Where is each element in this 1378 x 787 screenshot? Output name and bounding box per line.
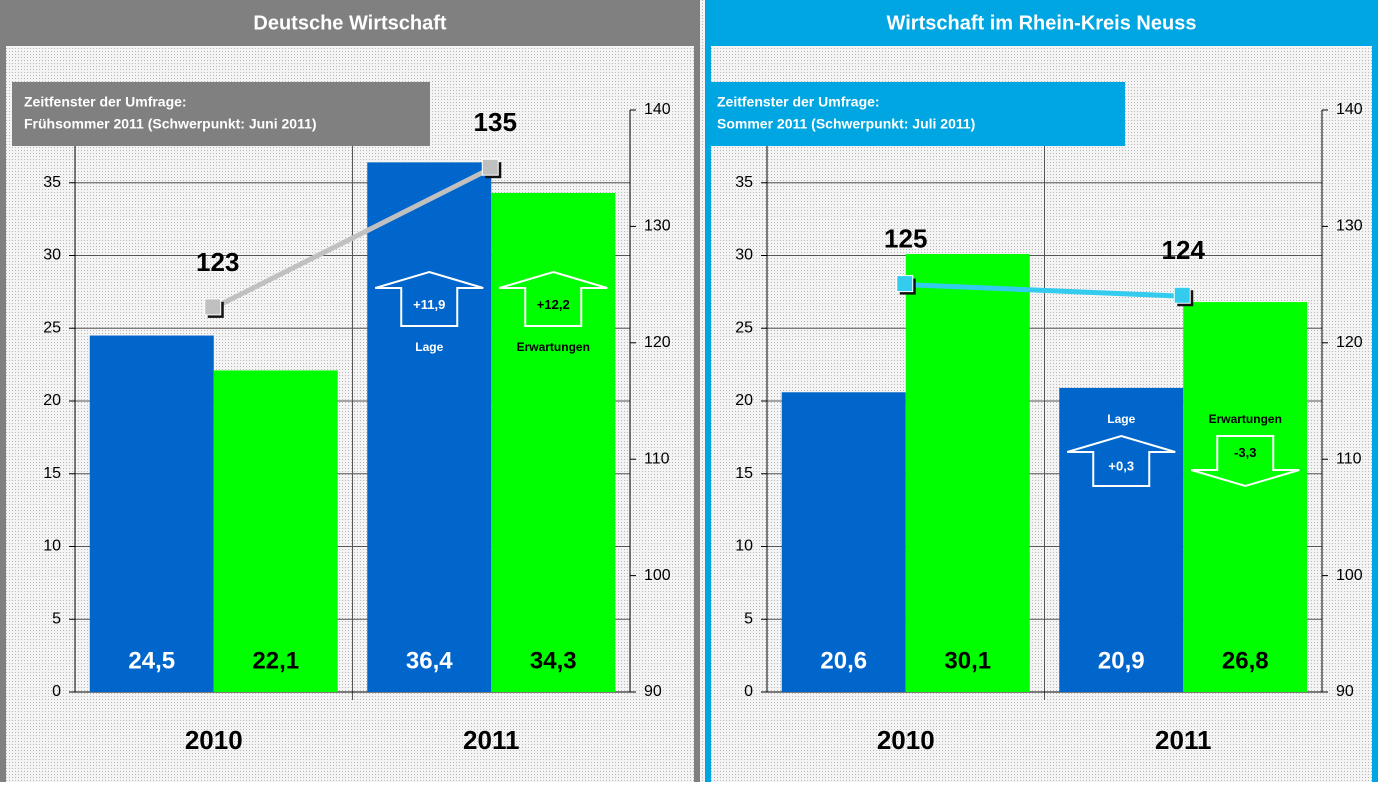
y-tick-label: 0 — [744, 683, 753, 700]
bar — [89, 335, 214, 692]
y-tick-label: 20 — [43, 392, 61, 409]
bar — [213, 370, 338, 692]
panel-border — [694, 46, 700, 782]
arrow — [374, 270, 484, 327]
y-tick-label: 25 — [735, 319, 753, 336]
note-box — [12, 82, 430, 146]
y2-tick-label: 120 — [1336, 334, 1363, 351]
note-box — [707, 82, 1125, 146]
arrow — [1190, 435, 1300, 488]
bar — [1183, 302, 1308, 692]
panel-border — [1372, 46, 1378, 782]
marker — [204, 298, 222, 316]
note-text: Zeitfenster der Umfrage: — [717, 94, 880, 110]
bar-value-label: 20,6 — [820, 647, 867, 674]
bar-value-label: 22,1 — [252, 647, 299, 674]
y-tick-label: 0 — [52, 683, 61, 700]
y-tick-label: 30 — [43, 247, 61, 264]
y2-tick-label: 90 — [644, 683, 662, 700]
bar-value-label: 26,8 — [1222, 647, 1269, 674]
y2-tick-label: 90 — [1336, 683, 1354, 700]
bar-value-label: 20,9 — [1098, 647, 1145, 674]
arrow — [1066, 434, 1176, 487]
arrow-label: Erwartungen — [1209, 412, 1282, 426]
header — [705, 0, 1378, 46]
chart-title: Wirtschaft im Rhein-Kreis Neuss — [887, 12, 1197, 34]
arrow-change: -3,3 — [1234, 445, 1256, 460]
y-tick-label: 20 — [735, 392, 753, 409]
y-tick-label: 5 — [744, 610, 753, 627]
bar — [781, 392, 906, 692]
bar-value-label: 36,4 — [406, 647, 453, 674]
arrow-label: Lage — [415, 340, 443, 354]
y2-tick-label: 110 — [1336, 450, 1362, 467]
y2-tick-label: 130 — [644, 218, 671, 235]
arrow-change: +12,2 — [537, 297, 570, 312]
y-tick-label: 35 — [735, 174, 753, 191]
line — [212, 165, 493, 311]
line-value-label: 125 — [884, 223, 927, 253]
x-tick-label: 2010 — [877, 725, 935, 755]
y-tick-label: 30 — [735, 247, 753, 264]
x-tick-label: 2011 — [1155, 725, 1211, 755]
arrow-label: Erwartungen — [517, 340, 590, 354]
line-value-label: 135 — [474, 107, 517, 137]
header — [0, 0, 700, 46]
marker — [1173, 286, 1191, 304]
line-value-label: 124 — [1162, 235, 1206, 265]
panel-border — [705, 46, 711, 782]
bar-value-label: 30,1 — [944, 647, 991, 674]
y-tick-label: 5 — [52, 610, 61, 627]
arrow-change: +11,9 — [413, 297, 445, 312]
bar — [491, 192, 616, 692]
x-tick-label: 2011 — [463, 725, 519, 755]
y-tick-label: 10 — [43, 538, 61, 555]
y-tick-label: 15 — [735, 465, 753, 482]
bar-value-label: 24,5 — [128, 647, 175, 674]
note-text: Frühsommer 2011 (Schwerpunkt: Juni 2011) — [24, 116, 317, 132]
line — [905, 282, 1184, 299]
y2-tick-label: 140 — [1336, 101, 1363, 118]
y2-tick-label: 110 — [644, 450, 670, 467]
chart-title: Deutsche Wirtschaft — [253, 12, 447, 34]
bar-value-label: 34,3 — [530, 647, 577, 674]
marker — [481, 158, 499, 176]
y2-tick-label: 130 — [1336, 218, 1363, 235]
arrow-change: +0,3 — [1108, 458, 1134, 473]
bar — [367, 162, 492, 692]
panel-border — [0, 46, 6, 782]
note-text: Zeitfenster der Umfrage: — [24, 94, 187, 110]
y-tick-label: 15 — [43, 465, 61, 482]
note-text: Sommer 2011 (Schwerpunkt: Juli 2011) — [717, 116, 975, 132]
marker — [896, 275, 914, 293]
arrow — [498, 270, 608, 327]
y2-tick-label: 100 — [644, 567, 671, 584]
y2-tick-label: 140 — [644, 101, 671, 118]
y-tick-label: 10 — [735, 538, 753, 555]
bar — [905, 254, 1030, 693]
y-tick-label: 25 — [43, 319, 61, 336]
x-tick-label: 2010 — [185, 725, 243, 755]
y-tick-label: 35 — [43, 174, 61, 191]
y2-tick-label: 120 — [644, 334, 671, 351]
arrow-label: Lage — [1107, 412, 1135, 426]
y2-tick-label: 100 — [1336, 567, 1363, 584]
line-value-label: 123 — [196, 247, 239, 277]
